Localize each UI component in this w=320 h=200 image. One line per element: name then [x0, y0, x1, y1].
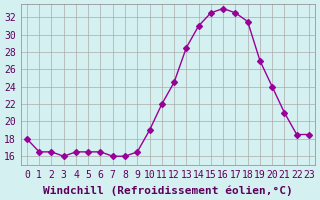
X-axis label: Windchill (Refroidissement éolien,°C): Windchill (Refroidissement éolien,°C)	[43, 185, 293, 196]
